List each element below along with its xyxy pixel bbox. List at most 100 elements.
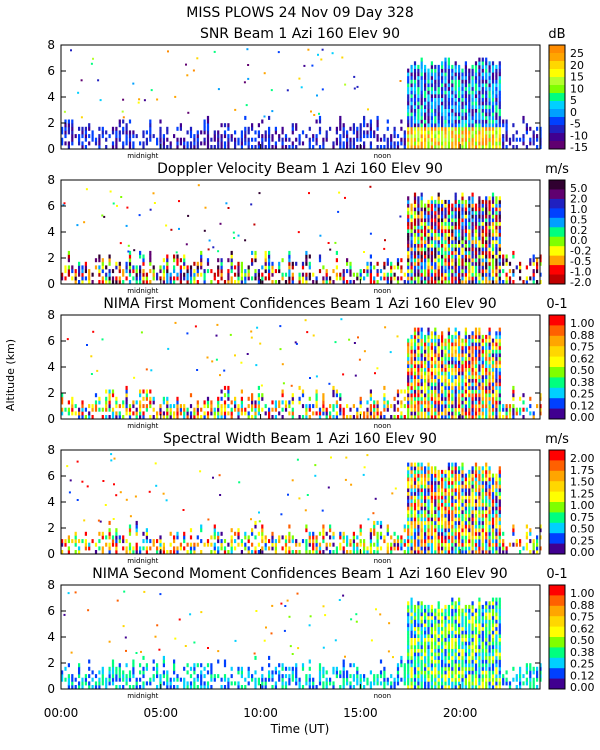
heatmap-cell bbox=[444, 550, 447, 554]
heatmap-cell bbox=[498, 269, 501, 274]
heatmap-cell bbox=[424, 360, 427, 365]
heatmap-cell bbox=[251, 276, 254, 281]
heatmap-cell bbox=[458, 367, 461, 372]
heatmap-cell bbox=[332, 550, 335, 554]
heatmap-cell bbox=[468, 232, 471, 237]
heatmap-cell bbox=[485, 75, 488, 80]
heatmap-speckle bbox=[217, 250, 220, 253]
heatmap-cell bbox=[407, 115, 410, 120]
heatmap-cell bbox=[227, 396, 230, 401]
heatmap-cell bbox=[173, 411, 176, 416]
heatmap-cell bbox=[196, 280, 199, 284]
heatmap-cell bbox=[329, 280, 332, 284]
heatmap-speckle bbox=[145, 368, 148, 371]
heatmap-cell bbox=[251, 126, 254, 131]
heatmap-cell bbox=[332, 531, 335, 536]
colorbar-label: -2.0 bbox=[570, 276, 591, 289]
heatmap-cell bbox=[420, 115, 423, 120]
heatmap-cell bbox=[413, 68, 417, 73]
heatmap-cell bbox=[485, 382, 488, 387]
heatmap-cell bbox=[166, 550, 169, 554]
heatmap-cell bbox=[169, 404, 172, 409]
heatmap-cell bbox=[478, 488, 481, 493]
panel-title: NIMA Second Moment Confidences Beam 1 Az… bbox=[92, 566, 507, 582]
heatmap-speckle bbox=[244, 239, 247, 242]
heatmap-cell bbox=[451, 126, 454, 131]
heatmap-cell bbox=[478, 353, 481, 358]
heatmap-cell bbox=[410, 232, 413, 237]
heatmap-cell bbox=[454, 385, 457, 390]
heatmap-cell bbox=[278, 400, 281, 405]
heatmap-cell bbox=[471, 389, 474, 394]
heatmap-cell bbox=[420, 535, 423, 540]
heatmap-cell bbox=[478, 72, 481, 77]
heatmap-cell bbox=[441, 214, 444, 219]
heatmap-cell bbox=[223, 385, 227, 390]
heatmap-cell bbox=[464, 334, 467, 339]
heatmap-cell bbox=[502, 137, 505, 142]
heatmap-speckle bbox=[260, 384, 263, 387]
heatmap-cell bbox=[427, 108, 430, 113]
heatmap-cell bbox=[485, 247, 488, 252]
heatmap-cell bbox=[352, 130, 355, 135]
heatmap-cell bbox=[407, 94, 410, 98]
heatmap-cell bbox=[179, 123, 182, 128]
heatmap-cell bbox=[447, 130, 450, 135]
heatmap-cell bbox=[485, 524, 488, 529]
heatmap-cell bbox=[512, 528, 515, 533]
heatmap-cell bbox=[495, 68, 498, 73]
heatmap-speckle bbox=[311, 64, 314, 67]
heatmap-cell bbox=[488, 225, 491, 230]
heatmap-cell bbox=[451, 75, 454, 80]
heatmap-cell bbox=[434, 123, 437, 128]
heatmap-cell bbox=[159, 134, 162, 139]
heatmap-speckle bbox=[204, 206, 207, 209]
heatmap-cell bbox=[417, 528, 420, 533]
heatmap-cell bbox=[485, 385, 488, 390]
heatmap-cell bbox=[481, 79, 484, 84]
heatmap-cell bbox=[478, 141, 481, 146]
heatmap-cell bbox=[464, 86, 467, 91]
heatmap-cell bbox=[322, 137, 325, 142]
heatmap-cell bbox=[291, 261, 294, 266]
heatmap-cell bbox=[430, 123, 433, 128]
heatmap-cell bbox=[478, 415, 481, 419]
heatmap-cell bbox=[491, 488, 495, 493]
heatmap-cell bbox=[485, 137, 488, 142]
heatmap-cell bbox=[342, 546, 345, 551]
heatmap-cell bbox=[437, 269, 440, 274]
heatmap-cell bbox=[227, 141, 230, 146]
heatmap-cell bbox=[495, 550, 498, 554]
heatmap-cell bbox=[159, 130, 162, 135]
heatmap-cell bbox=[145, 550, 148, 554]
heatmap-cell bbox=[430, 484, 433, 489]
heatmap-cell bbox=[413, 473, 417, 478]
heatmap-cell bbox=[461, 141, 464, 146]
colorbar-swatch bbox=[549, 255, 565, 266]
heatmap-cell bbox=[407, 97, 410, 102]
heatmap-cell bbox=[203, 400, 206, 405]
heatmap-cell bbox=[339, 404, 342, 409]
colorbar-label: -1.0 bbox=[570, 266, 591, 279]
heatmap-cell bbox=[413, 75, 417, 80]
heatmap-cell bbox=[312, 404, 315, 409]
heatmap-cell bbox=[437, 137, 440, 142]
heatmap-speckle bbox=[138, 98, 141, 101]
heatmap-cell bbox=[498, 353, 501, 358]
heatmap-cell bbox=[495, 510, 498, 514]
heatmap-cell bbox=[441, 79, 444, 84]
heatmap-cell bbox=[84, 145, 87, 149]
heatmap-cell bbox=[495, 367, 498, 372]
heatmap-cell bbox=[481, 207, 484, 212]
heatmap-cell bbox=[434, 97, 437, 102]
heatmap-cell bbox=[424, 218, 427, 223]
heatmap-cell bbox=[305, 404, 308, 409]
heatmap-cell bbox=[430, 371, 433, 376]
heatmap-cell bbox=[315, 535, 318, 540]
heatmap-cell bbox=[454, 382, 457, 387]
heatmap-cell bbox=[159, 119, 162, 124]
heatmap-cell bbox=[468, 119, 471, 124]
heatmap-cell bbox=[400, 415, 403, 419]
heatmap-cell bbox=[468, 546, 471, 551]
heatmap-cell bbox=[166, 415, 169, 419]
